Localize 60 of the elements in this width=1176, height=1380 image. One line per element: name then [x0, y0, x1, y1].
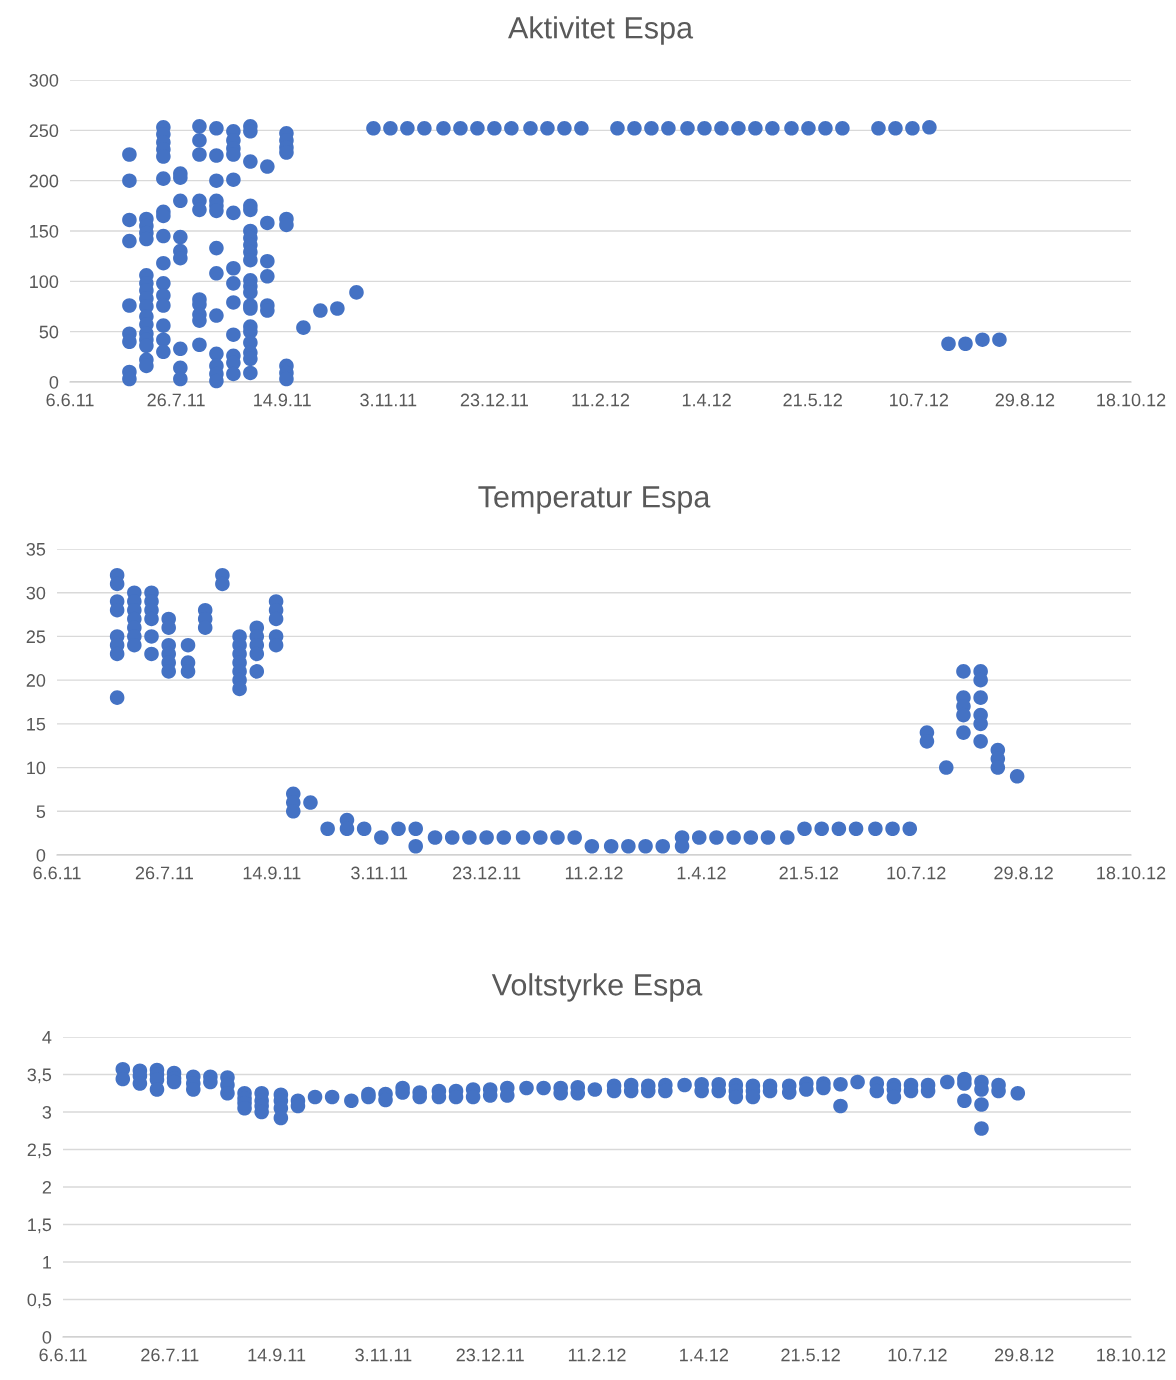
x-tick-label: 14.9.11	[254, 393, 311, 407]
x-tick-label: 21.5.12	[781, 1348, 840, 1362]
y-tick-label: 200	[29, 174, 59, 188]
x-tick-label: 18.10.12	[1097, 1348, 1166, 1362]
y-tick-label: 15	[27, 717, 46, 731]
x-tick-label: 11.2.12	[572, 393, 630, 407]
x-tick-label: 26.7.11	[147, 393, 205, 407]
x-tick-label: 18.10.12	[1097, 866, 1166, 880]
x-tick-label: 18.10.12	[1097, 393, 1166, 407]
x-tick-label: 10.7.12	[887, 866, 946, 880]
y-tick-label: 0,5	[27, 1293, 52, 1309]
x-tick-label: 6.6.11	[39, 1348, 87, 1362]
x-tick-label: 14.9.11	[243, 866, 301, 880]
x-tick-label: 10.7.12	[890, 393, 949, 407]
y-tick-label: 300	[29, 73, 59, 87]
y-tick-label: 10	[27, 761, 46, 775]
x-tick-label: 26.7.11	[135, 866, 193, 880]
x-tick-label: 29.8.12	[994, 1348, 1054, 1362]
y-tick-label: 1,5	[28, 1218, 52, 1234]
x-tick-label: 23.12.11	[453, 866, 521, 880]
y-tick-label: 30	[26, 586, 46, 600]
y-tick-label: 2,5	[27, 1143, 52, 1159]
y-tick-label: 35	[26, 542, 46, 556]
x-tick-label: 14.9.11	[248, 1348, 306, 1362]
x-tick-label: 1.4.12	[680, 1348, 728, 1362]
x-tick-label: 23.12.11	[460, 393, 528, 407]
x-tick-label: 26.7.11	[141, 1348, 199, 1362]
chart-title: Voltstyrke Espa	[491, 973, 703, 1002]
y-tick-label: 0	[36, 848, 46, 862]
y-tick-label: 0	[42, 1330, 52, 1344]
y-tick-label: 3,5	[27, 1068, 52, 1084]
x-tick-label: 21.5.12	[783, 393, 842, 407]
x-tick-label: 11.2.12	[568, 1348, 626, 1362]
y-tick-label: 150	[30, 224, 59, 238]
chart-title: Temperatur Espa	[478, 486, 711, 514]
x-tick-label: 3.11.11	[355, 1348, 412, 1362]
y-tick-label: 100	[30, 275, 59, 289]
chart-title: Aktivitet Espa	[508, 16, 694, 45]
y-tick-label: 0	[49, 375, 59, 389]
x-tick-label: 21.5.12	[779, 866, 839, 880]
x-tick-label: 10.7.12	[888, 1348, 947, 1362]
y-tick-label: 1	[43, 1256, 52, 1269]
y-tick-label: 20	[26, 674, 46, 687]
x-tick-label: 1.4.12	[677, 866, 726, 880]
x-tick-label: 29.8.12	[995, 393, 1055, 407]
y-tick-label: 50	[39, 325, 59, 339]
y-tick-label: 250	[29, 124, 59, 138]
x-tick-label: 1.4.12	[682, 393, 731, 407]
y-tick-label: 25	[26, 630, 46, 644]
y-tick-label: 3	[42, 1105, 52, 1119]
y-tick-label: 5	[36, 805, 46, 819]
y-tick-label: 4	[42, 1031, 52, 1044]
x-tick-label: 23.12.11	[456, 1348, 524, 1362]
x-tick-label: 6.6.11	[33, 866, 81, 880]
x-tick-label: 11.2.12	[565, 866, 623, 880]
x-tick-label: 6.6.11	[46, 393, 94, 407]
y-tick-label: 2	[42, 1180, 51, 1194]
x-tick-label: 3.11.11	[351, 866, 408, 880]
x-tick-label: 29.8.12	[994, 866, 1053, 880]
x-tick-label: 3.11.11	[360, 393, 417, 407]
